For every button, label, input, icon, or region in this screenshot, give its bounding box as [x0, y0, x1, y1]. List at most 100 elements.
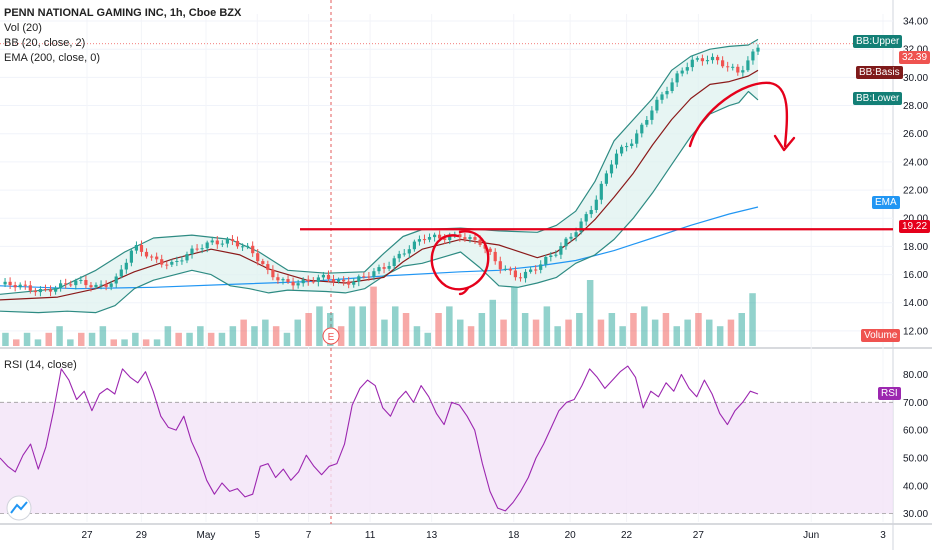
volume-bar	[424, 332, 431, 346]
candle-body	[175, 261, 179, 262]
candle-body	[685, 67, 689, 71]
level-price-tag: 19.22	[899, 220, 931, 233]
volume-bar	[142, 339, 150, 346]
candle-body	[635, 133, 639, 144]
chart-title: PENN NATIONAL GAMING INC, 1h, Cboe BZX	[4, 7, 242, 19]
candle-body	[584, 214, 588, 222]
candle-body	[473, 237, 477, 240]
time-tick-label: 7	[306, 530, 312, 541]
candle-body	[564, 238, 568, 247]
candle-body	[94, 284, 98, 288]
volume-bar	[532, 319, 540, 346]
candle-body	[266, 264, 270, 270]
time-tick-label: 13	[426, 530, 438, 541]
candle-body	[468, 237, 472, 239]
candle-body	[276, 277, 280, 281]
candle-body	[670, 82, 674, 91]
candle-body	[539, 264, 543, 270]
candle-body	[150, 256, 154, 258]
candle-body	[235, 240, 240, 247]
candle-body	[104, 284, 108, 287]
volume-bar	[673, 326, 680, 346]
candle-body	[589, 210, 593, 215]
last-price-tag: 32.39	[899, 51, 931, 64]
volume-bar	[662, 313, 670, 346]
candle-body	[382, 267, 386, 269]
candle-body	[478, 239, 482, 245]
candle-body	[215, 240, 219, 245]
candle-body	[645, 120, 649, 125]
price-tick-label: 34.00	[903, 17, 928, 28]
candle-body	[569, 236, 573, 239]
candle-body	[311, 281, 315, 283]
volume-bar	[608, 313, 616, 346]
candle-body	[119, 269, 123, 277]
candle-body	[751, 51, 755, 61]
bb-upper-tag: BB:Upper	[853, 35, 903, 48]
volume-bar	[110, 339, 117, 346]
volume-bar	[500, 319, 507, 346]
volume-bar	[23, 332, 31, 346]
price-tick-label: 20.00	[903, 214, 928, 225]
candle-body	[458, 234, 462, 238]
candle-body	[114, 276, 118, 284]
candle-body	[286, 279, 290, 282]
candle-body	[599, 183, 603, 200]
candle-body	[109, 283, 113, 287]
price-tick-label: 18.00	[903, 242, 928, 253]
bb-legend: BB (20, close, 2)	[4, 37, 86, 49]
candle-body	[99, 284, 103, 286]
candle-body	[316, 277, 320, 282]
price-tick-label: 32.00	[903, 45, 928, 56]
candle-body	[625, 146, 629, 148]
candle-body	[367, 276, 371, 278]
candle-body	[296, 283, 300, 286]
volume-bar	[78, 332, 85, 346]
candle-body	[443, 238, 447, 240]
bb-lower-tag: BB:Lower	[853, 92, 903, 105]
candle-body	[700, 58, 704, 62]
candle-body	[726, 66, 730, 68]
volume-bar	[294, 319, 301, 346]
volume-bar	[597, 319, 605, 346]
ema-legend: EMA (200, close, 0)	[4, 52, 100, 64]
volume-bar	[706, 319, 713, 346]
volume-bar	[392, 306, 399, 346]
candle-body	[640, 124, 644, 134]
volume-bar	[305, 313, 312, 346]
candle-body	[407, 249, 411, 254]
volume-bar	[272, 326, 280, 346]
candle-body	[59, 283, 63, 288]
annotation-arrow	[688, 81, 789, 148]
volume-bar	[153, 339, 161, 346]
candle-body	[261, 261, 265, 264]
candle-body	[180, 260, 184, 262]
time-tick-label: May	[197, 530, 216, 541]
candle-body	[756, 47, 760, 52]
candle-body	[604, 173, 608, 184]
candle-body	[139, 245, 144, 252]
candle-body	[513, 270, 517, 278]
candle-body	[741, 70, 745, 73]
annotation-arrow-head	[773, 134, 796, 152]
price-tick-label: 12.00	[903, 326, 928, 337]
volume-bar	[186, 332, 193, 346]
candle-body	[402, 253, 406, 255]
candle-body	[518, 277, 523, 279]
candle-body	[144, 251, 149, 257]
volume-bar	[576, 313, 583, 346]
volume-bar	[316, 306, 323, 346]
candle-body	[721, 60, 725, 67]
volume-tag: Volume	[861, 329, 901, 342]
price-tick-label: 16.00	[903, 270, 928, 281]
candle-body	[357, 276, 361, 282]
candle-body	[352, 281, 356, 285]
price-tick-label: 24.00	[903, 157, 928, 168]
earnings-marker	[322, 327, 340, 345]
candle-body	[559, 246, 563, 255]
rsi-tick-label: 80.00	[903, 370, 928, 381]
volume-legend: Vol (20)	[4, 22, 42, 34]
bb-upper-line	[0, 38, 759, 295]
rsi-tag: RSI	[878, 387, 901, 400]
